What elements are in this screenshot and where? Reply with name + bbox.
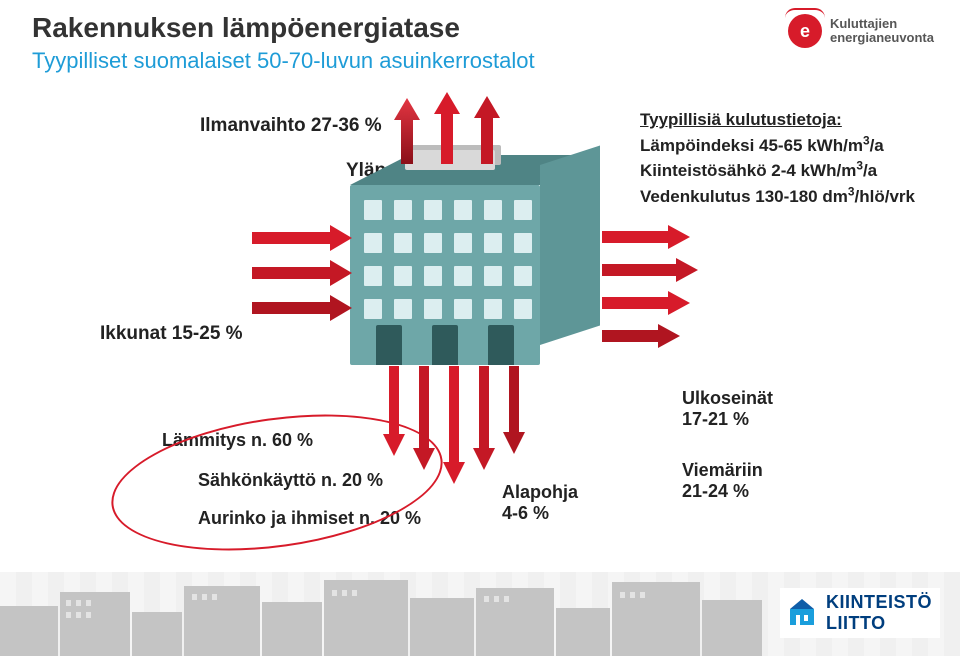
arrow-up-icon xyxy=(434,92,460,164)
window xyxy=(454,200,472,220)
window xyxy=(424,266,442,286)
window xyxy=(514,200,532,220)
door xyxy=(488,325,514,365)
arrow-right-out-icon xyxy=(602,225,690,249)
window xyxy=(454,299,472,319)
slide-root: Rakennuksen lämpöenergiatase Tyypilliset… xyxy=(0,0,960,656)
info-block: Tyypillisiä kulutustietoja: Lämpöindeksi… xyxy=(640,109,915,209)
window xyxy=(424,200,442,220)
building-front xyxy=(350,185,540,365)
arrow-down-icon xyxy=(413,366,435,470)
info-heading: Tyypillisiä kulutustietoja: xyxy=(640,110,842,129)
arrow-right-out-icon xyxy=(602,324,680,348)
window xyxy=(484,299,502,319)
logo-line2: energianeuvonta xyxy=(830,30,934,45)
arrow-right-in-icon xyxy=(252,295,352,321)
logo-bottom-text: KIINTEISTÖLIITTO xyxy=(826,592,932,634)
window xyxy=(454,266,472,286)
door xyxy=(376,325,402,365)
window xyxy=(364,200,382,220)
window xyxy=(484,266,502,286)
label-ulkoseinat: Ulkoseinät17-21 % xyxy=(682,388,773,430)
arrow-down-icon xyxy=(443,366,465,484)
page-subtitle: Tyypilliset suomalaiset 50-70-luvun asui… xyxy=(32,48,535,74)
window xyxy=(484,200,502,220)
label-ikkunat: Ikkunat 15-25 % xyxy=(100,323,243,345)
page-title: Rakennuksen lämpöenergiatase xyxy=(32,12,460,44)
arrow-right-out-icon xyxy=(602,291,690,315)
window xyxy=(394,266,412,286)
label-ilmanvaihto: Ilmanvaihto 27-36 % xyxy=(200,115,382,137)
label-alapohja: Alapohja4-6 % xyxy=(502,482,578,524)
arrow-down-icon xyxy=(383,366,405,456)
window xyxy=(394,299,412,319)
logo-line1: Kuluttajien xyxy=(830,16,897,31)
window xyxy=(484,233,502,253)
window xyxy=(514,299,532,319)
logo-energianeuvonta: e Kuluttajien energianeuvonta xyxy=(788,14,934,48)
arrow-up-icon xyxy=(474,96,500,164)
info-line2: Kiinteistösähkö 2-4 kWh/m3/a xyxy=(640,161,877,180)
window xyxy=(364,233,382,253)
arrow-right-in-icon xyxy=(252,260,352,286)
window xyxy=(364,299,382,319)
info-line1: Lämpöindeksi 45-65 kWh/m3/a xyxy=(640,136,884,155)
window xyxy=(394,200,412,220)
building-side xyxy=(540,146,600,345)
logo-mark-icon xyxy=(788,599,816,627)
arrow-right-in-icon xyxy=(252,225,352,251)
window xyxy=(454,233,472,253)
arrow-up-icon xyxy=(394,98,420,164)
label-viemariin: Viemäriin21-24 % xyxy=(682,460,763,502)
window xyxy=(514,233,532,253)
door xyxy=(432,325,458,365)
window xyxy=(424,299,442,319)
window xyxy=(394,233,412,253)
logo-text: Kuluttajien energianeuvonta xyxy=(830,17,934,46)
logo-e-badge-icon: e xyxy=(788,14,822,48)
window xyxy=(514,266,532,286)
window xyxy=(424,233,442,253)
window xyxy=(364,266,382,286)
arrow-right-out-icon xyxy=(602,258,698,282)
arrow-down-icon xyxy=(503,366,525,454)
info-line3: Vedenkulutus 130-180 dm3/hlö/vrk xyxy=(640,187,915,206)
logo-kiinteistoliitto: KIINTEISTÖLIITTO xyxy=(780,588,940,638)
arrow-down-icon xyxy=(473,366,495,470)
building-illustration xyxy=(350,155,610,365)
